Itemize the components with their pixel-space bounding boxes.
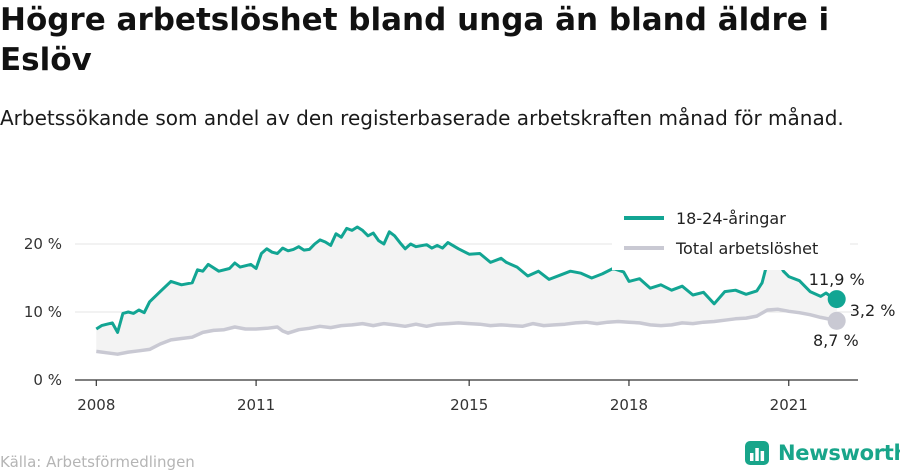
legend-background xyxy=(612,200,850,270)
legend-label-youth: 18-24-åringar xyxy=(676,209,786,228)
y-tick-label: 20 % xyxy=(24,235,62,253)
series-line-total xyxy=(96,307,838,356)
y-axis: 0 % 10 % 20 % xyxy=(24,235,62,389)
brand-logo: Newsworthy xyxy=(744,440,900,466)
x-axis: 2008 2011 2015 2018 2021 xyxy=(75,379,858,414)
chart-subtitle: Arbetssökande som andel av den registerb… xyxy=(0,106,844,130)
x-tick-label: 2008 xyxy=(77,396,115,414)
series-line-youth xyxy=(95,225,838,334)
end-label-total: 8,7 % xyxy=(813,331,859,350)
y-tick-label: 0 % xyxy=(33,371,62,389)
x-tick-label: 2015 xyxy=(450,396,488,414)
x-tick-label: 2018 xyxy=(610,396,648,414)
gap-label: 3,2 % xyxy=(850,301,896,320)
end-point-youth xyxy=(827,290,846,309)
end-point-total xyxy=(827,311,846,330)
legend: 18-24-åringar Total arbetslöshet xyxy=(612,200,850,270)
chart-title: Högre arbetslöshet bland unga än bland ä… xyxy=(0,2,830,78)
end-label-youth: 11,9 % xyxy=(809,270,865,289)
x-tick-label: 2021 xyxy=(770,396,808,414)
source-note: Källa: Arbetsförmedlingen xyxy=(0,453,195,471)
legend-label-total: Total arbetslöshet xyxy=(675,239,818,258)
y-tick-label: 10 % xyxy=(24,303,62,321)
gap-area xyxy=(96,227,837,355)
x-tick-label: 2011 xyxy=(237,396,275,414)
newsworthy-logo-icon xyxy=(745,441,769,465)
brand-name: Newsworthy xyxy=(778,441,900,465)
